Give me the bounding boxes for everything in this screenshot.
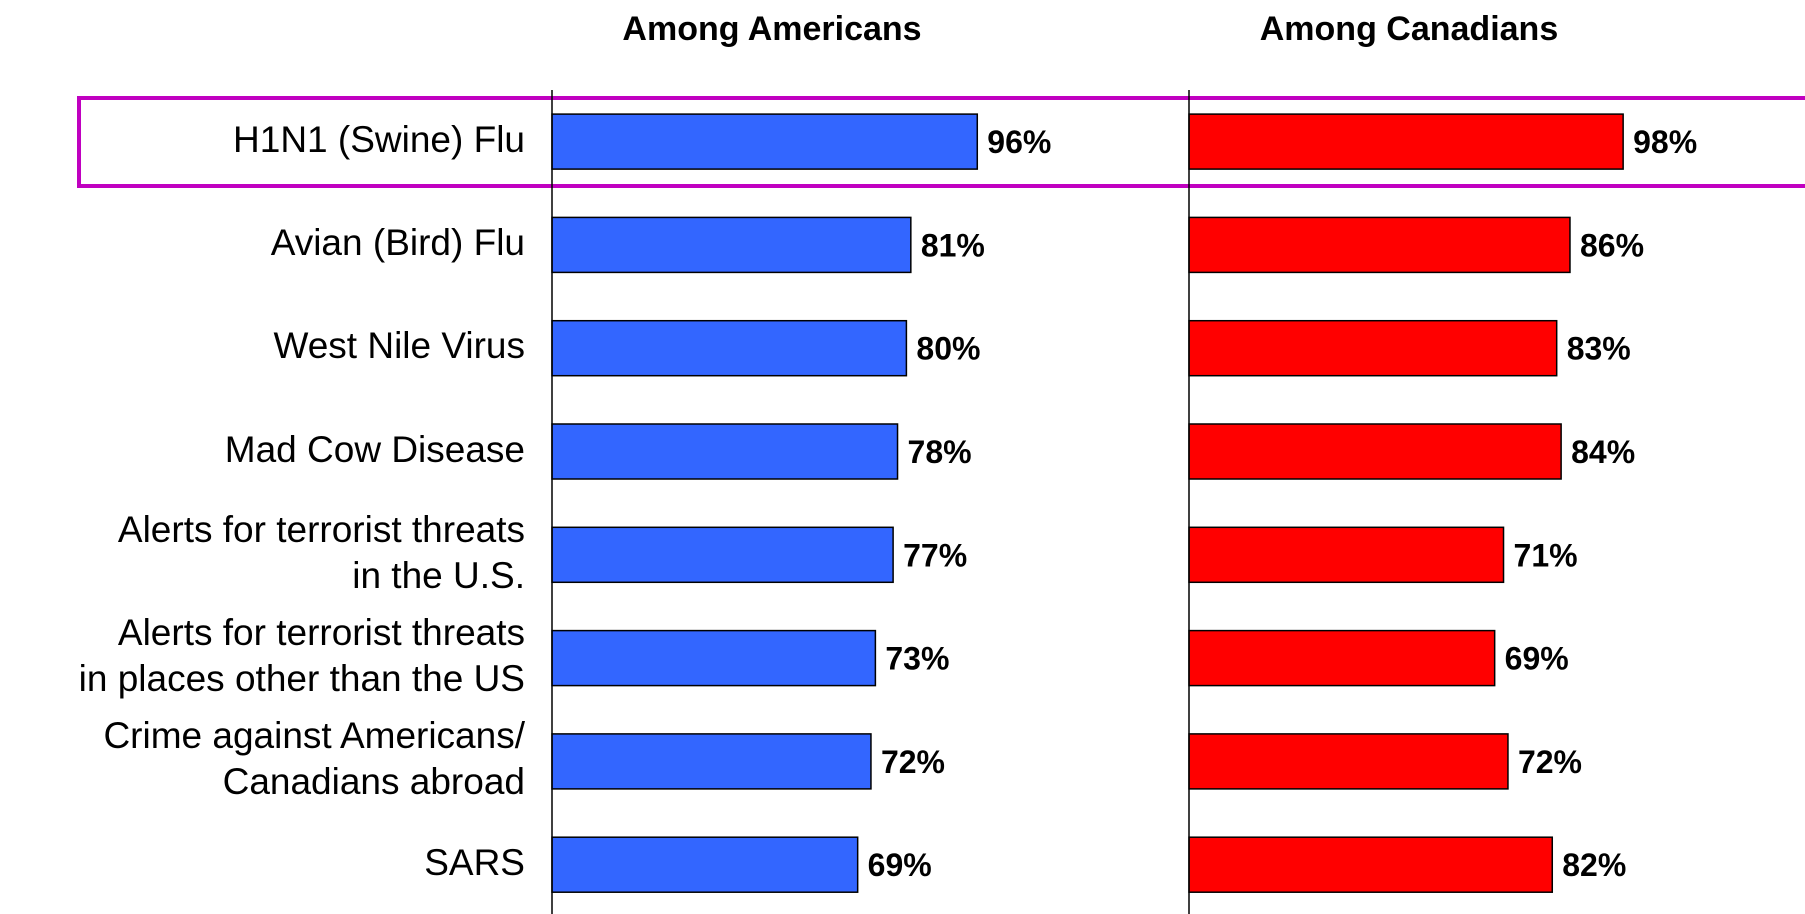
bar: [551, 319, 908, 377]
bar: [551, 526, 894, 584]
category-label: Avian (Bird) Flu: [270, 221, 525, 263]
value-label: 96%: [987, 124, 1051, 160]
value-label: 72%: [1518, 744, 1582, 780]
bar: [551, 216, 912, 274]
bar: [551, 113, 979, 170]
category-label: West Nile Virus: [273, 325, 525, 367]
highlight-box: [77, 96, 1805, 188]
category-label: Mad Cow Disease: [224, 428, 525, 470]
value-label: 72%: [881, 744, 945, 780]
bar: [1188, 216, 1571, 274]
value-label: 82%: [1562, 847, 1626, 883]
panel-title: Among Americans: [622, 10, 921, 48]
value-label: 78%: [908, 434, 972, 470]
value-label: 81%: [921, 227, 985, 263]
panel-title: Among Canadians: [1260, 10, 1558, 48]
bar: [551, 629, 877, 687]
bar: [551, 836, 859, 893]
bar: [1188, 836, 1554, 893]
category-label: Alerts for terrorist threats in the U.S.: [117, 508, 525, 596]
value-label: 71%: [1514, 537, 1578, 573]
bar: [1188, 113, 1624, 170]
category-label: Alerts for terrorist threats in places o…: [78, 612, 525, 700]
value-label: 80%: [916, 331, 980, 367]
bar: [1188, 526, 1505, 584]
bar: [551, 733, 872, 790]
value-label: 69%: [1505, 641, 1569, 677]
category-label: SARS: [424, 841, 525, 883]
value-label: 86%: [1580, 227, 1644, 263]
bar: [1188, 629, 1496, 687]
value-label: 84%: [1571, 434, 1635, 470]
value-label: 98%: [1633, 124, 1697, 160]
category-label: H1N1 (Swine) Flu: [233, 118, 525, 160]
bar: [1188, 319, 1558, 377]
bar: [1188, 423, 1562, 480]
bar: [1188, 733, 1509, 790]
value-label: 83%: [1567, 331, 1631, 367]
value-label: 77%: [903, 537, 967, 573]
value-label: 73%: [885, 641, 949, 677]
bar: [551, 423, 899, 480]
category-label: Crime against Americans/ Canadians abroa…: [103, 715, 525, 803]
value-label: 69%: [868, 847, 932, 883]
